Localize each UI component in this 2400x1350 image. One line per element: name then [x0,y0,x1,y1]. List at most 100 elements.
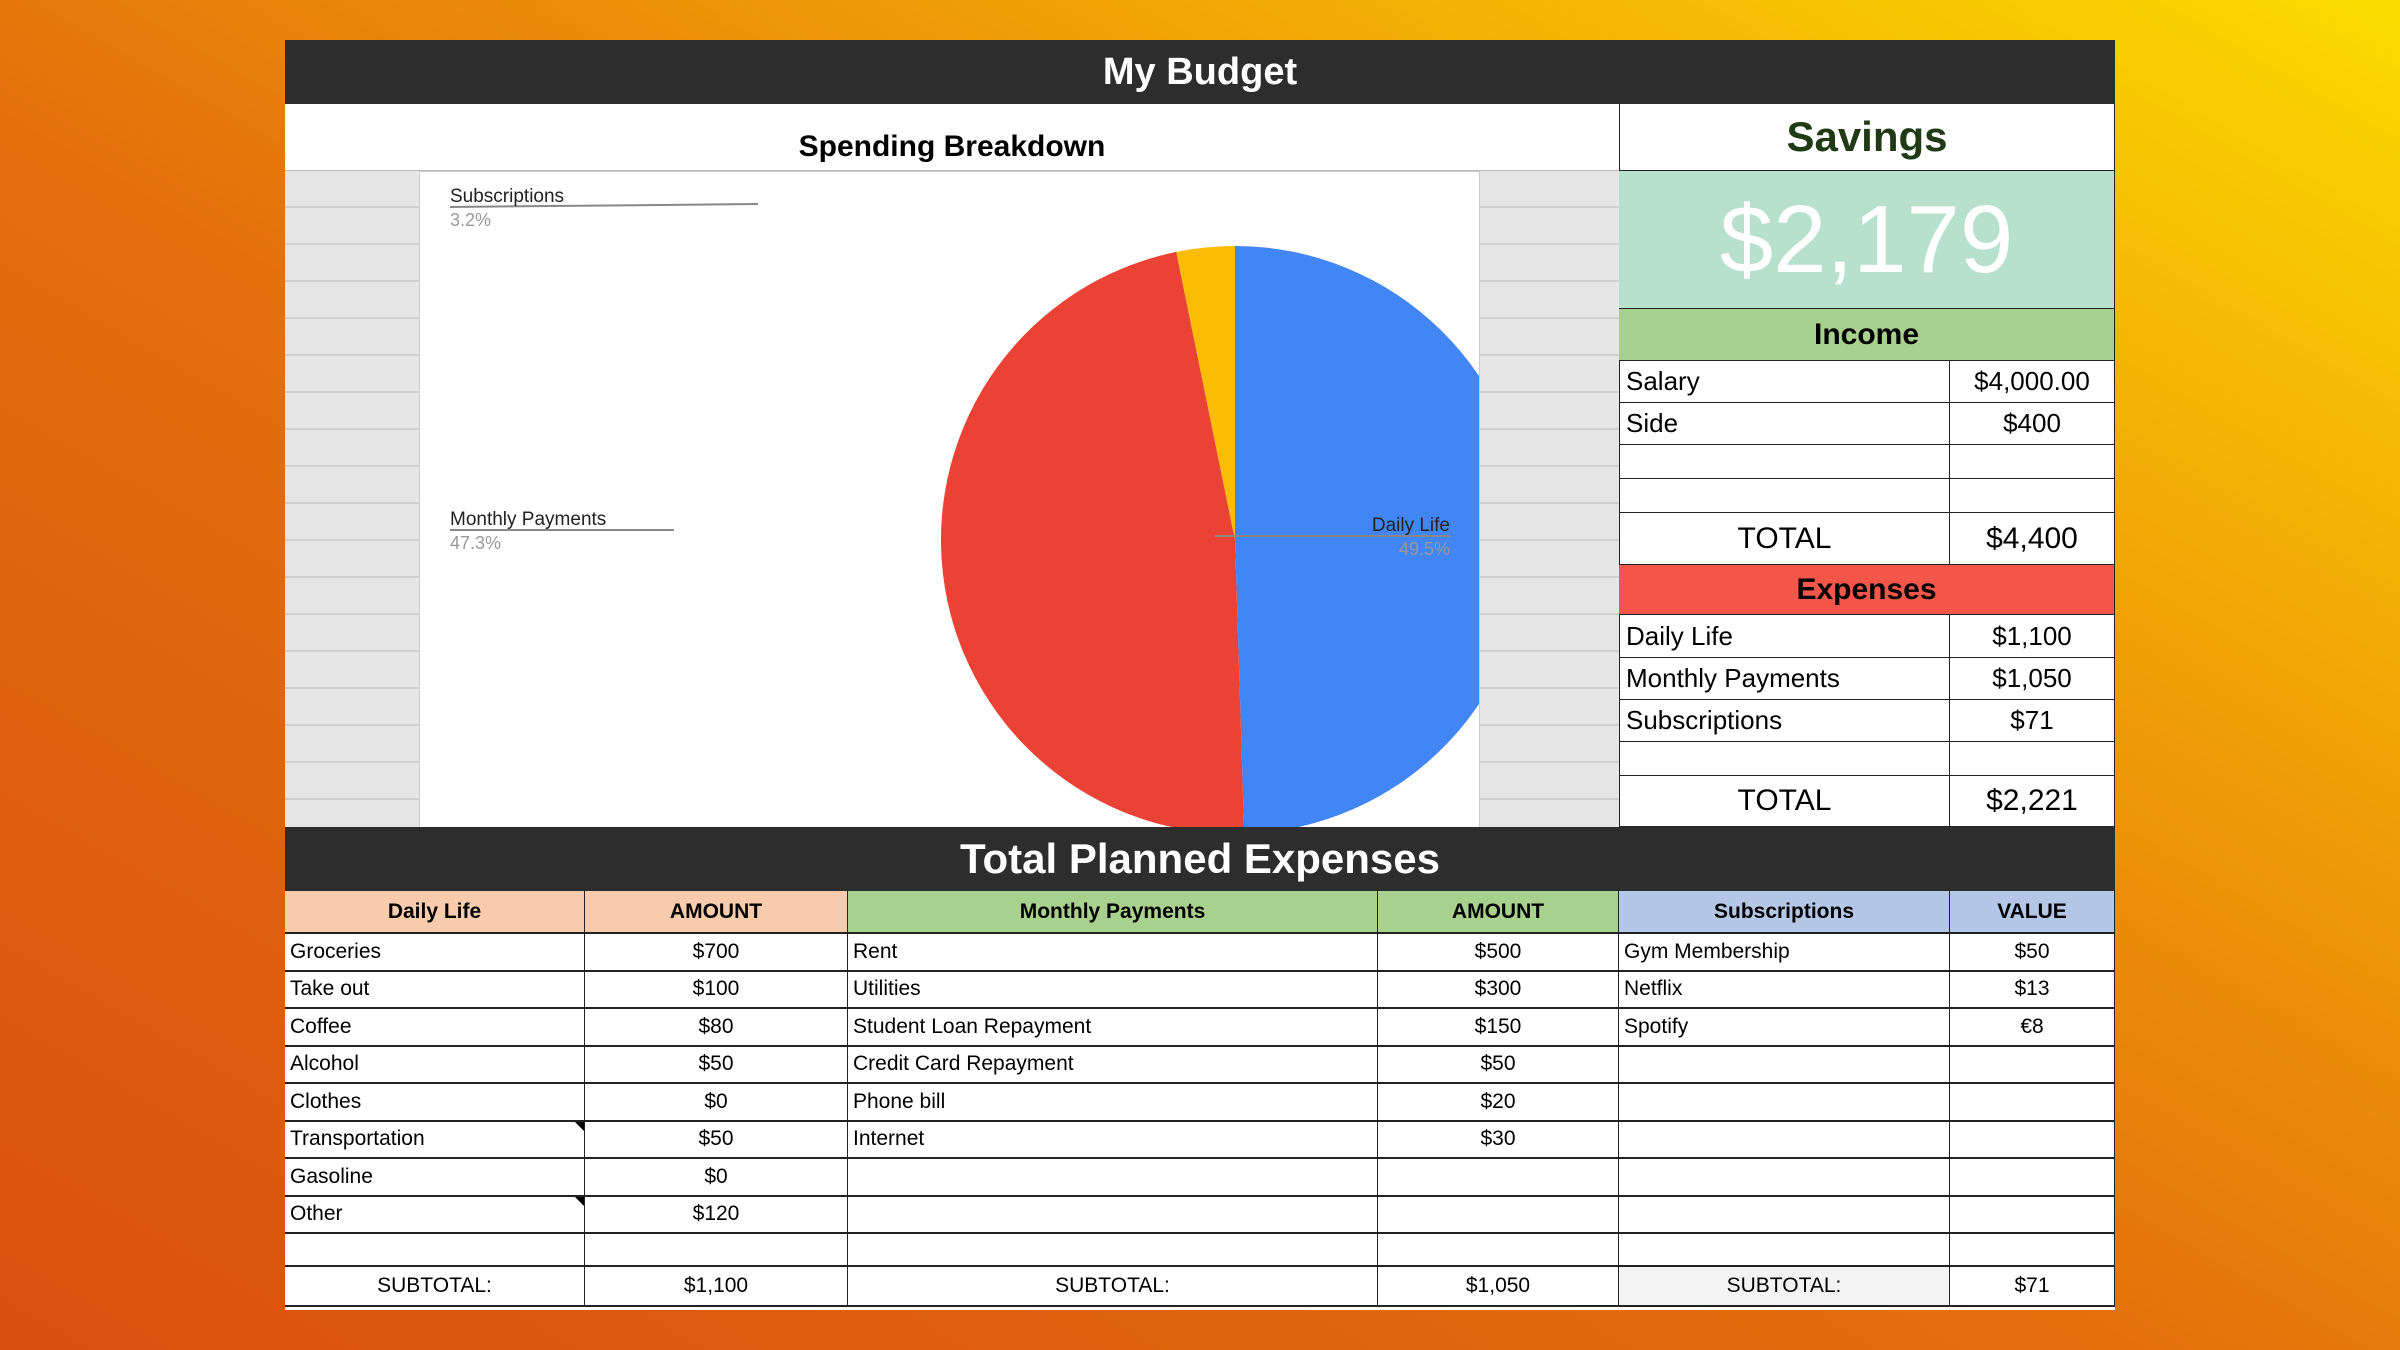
pie-slice-subscriptions[interactable] [1176,246,1235,540]
monthly-item-amount[interactable]: $300 [1378,971,1619,1009]
daily-item-name[interactable]: Gasoline [285,1159,585,1197]
monthly-item-name[interactable]: Phone bill [848,1084,1378,1122]
subs-item-name[interactable] [1619,1234,1950,1267]
expenses-row-value[interactable]: $71 [1950,700,2115,742]
subs-item-amount[interactable] [1950,1196,2115,1234]
monthly-subtotal-label: SUBTOTAL: [848,1267,1378,1307]
daily-item-amount[interactable]: $80 [585,1009,848,1047]
income-row-value[interactable] [1950,445,2115,479]
comment-marker[interactable] [575,1121,584,1131]
subs-amount-header: VALUE [1950,891,2115,934]
savings-amount: $2,179 [1619,171,2115,309]
subs-item-amount[interactable]: $50 [1950,934,2115,972]
daily-amount-header: AMOUNT [585,891,848,934]
daily-item-amount[interactable]: $50 [585,1046,848,1084]
label-daily-life: Daily Life 49.5% [1215,515,1450,559]
monthly-item-name[interactable]: Student Loan Repayment [848,1009,1378,1047]
expenses-header: Expenses [1619,565,2115,615]
daily-item-name[interactable]: Take out [285,971,585,1009]
daily-item-name[interactable]: Clothes [285,1084,585,1122]
daily-item-name[interactable]: Groceries [285,934,585,972]
daily-subtotal-label: SUBTOTAL: [285,1267,585,1307]
monthly-header: Monthly Payments [848,891,1378,934]
savings-title: Savings [1619,104,2115,171]
subs-item-name[interactable] [1619,1159,1950,1197]
expenses-row-label: Daily Life [1619,615,1950,658]
subs-item-name[interactable] [1619,1084,1950,1122]
subs-item-name[interactable] [1619,1046,1950,1084]
income-row-label: Salary [1619,361,1950,403]
daily-item-amount[interactable] [585,1234,848,1267]
monthly-item-name[interactable]: Internet [848,1121,1378,1159]
grid-stripes-left [285,171,419,867]
monthly-item-amount[interactable] [1378,1196,1619,1234]
daily-item-name[interactable]: Coffee [285,1009,585,1047]
income-row-value[interactable]: $4,000.00 [1950,361,2115,403]
planned-expenses-title: Total Planned Expenses [285,827,2115,891]
slice-percent: 47.3% [450,533,501,553]
subs-item-amount[interactable]: $13 [1950,971,2115,1009]
monthly-item-amount[interactable]: $150 [1378,1009,1619,1047]
income-total-value: $4,400 [1950,513,2115,565]
subs-item-amount[interactable]: €8 [1950,1009,2115,1047]
income-row-value[interactable] [1950,479,2115,513]
label-monthly-payments: Monthly Payments 47.3% [450,509,674,553]
monthly-item-amount[interactable]: $30 [1378,1121,1619,1159]
daily-item-name[interactable] [285,1234,585,1267]
income-row-value[interactable]: $400 [1950,403,2115,445]
subs-item-name[interactable]: Netflix [1619,971,1950,1009]
chart-title: Spending Breakdown [285,104,1619,171]
slice-label: Monthly Payments [450,509,606,530]
daily-item-amount[interactable]: $50 [585,1121,848,1159]
daily-header: Daily Life [285,891,585,934]
monthly-item-amount[interactable]: $500 [1378,934,1619,972]
monthly-item-name[interactable] [848,1234,1378,1267]
pie-slice-monthly-payments[interactable] [941,251,1245,834]
expenses-row-value[interactable]: $1,100 [1950,615,2115,658]
daily-item-amount[interactable]: $120 [585,1196,848,1234]
daily-item-name[interactable]: Other [285,1196,585,1234]
income-row-label [1619,445,1950,479]
monthly-item-amount[interactable] [1378,1234,1619,1267]
pie-chart[interactable]: Subscriptions 3.2% Monthly Payments 47.3… [419,171,1480,867]
pie-slice-daily-life[interactable] [1235,246,1480,834]
income-header: Income [1619,309,2115,361]
daily-item-amount[interactable]: $0 [585,1084,848,1122]
page-title: My Budget [285,40,2115,104]
daily-item-amount[interactable]: $0 [585,1159,848,1197]
slice-percent: 49.5% [1399,539,1450,559]
daily-subtotal-value: $1,100 [585,1267,848,1307]
subs-item-name[interactable]: Spotify [1619,1009,1950,1047]
daily-item-amount[interactable]: $100 [585,971,848,1009]
subs-item-amount[interactable] [1950,1121,2115,1159]
monthly-item-amount[interactable] [1378,1159,1619,1197]
monthly-amount-header: AMOUNT [1378,891,1619,934]
monthly-item-name[interactable]: Credit Card Repayment [848,1046,1378,1084]
subs-item-name[interactable]: Gym Membership [1619,934,1950,972]
monthly-item-name[interactable] [848,1159,1378,1197]
monthly-item-name[interactable] [848,1196,1378,1234]
grid-stripes-right [1480,171,1619,867]
daily-item-name[interactable]: Transportation [285,1121,585,1159]
monthly-item-name[interactable]: Rent [848,934,1378,972]
budget-sheet: My Budget Spending Breakdown Subscriptio… [285,40,2115,1310]
slice-label: Subscriptions [450,186,564,207]
subs-item-amount[interactable] [1950,1159,2115,1197]
income-row-label [1619,479,1950,513]
subs-item-amount[interactable] [1950,1234,2115,1267]
daily-item-amount[interactable]: $700 [585,934,848,972]
daily-item-name[interactable]: Alcohol [285,1046,585,1084]
subs-item-amount[interactable] [1950,1084,2115,1122]
comment-marker[interactable] [575,1196,584,1206]
expenses-row-value[interactable] [1950,742,2115,776]
monthly-item-amount[interactable]: $50 [1378,1046,1619,1084]
expenses-row-value[interactable]: $1,050 [1950,658,2115,700]
slice-label: Daily Life [1372,515,1450,536]
subs-item-amount[interactable] [1950,1046,2115,1084]
subs-item-name[interactable] [1619,1196,1950,1234]
monthly-item-name[interactable]: Utilities [848,971,1378,1009]
monthly-item-amount[interactable]: $20 [1378,1084,1619,1122]
monthly-subtotal-value: $1,050 [1378,1267,1619,1307]
income-row-label: Side [1619,403,1950,445]
subs-item-name[interactable] [1619,1121,1950,1159]
